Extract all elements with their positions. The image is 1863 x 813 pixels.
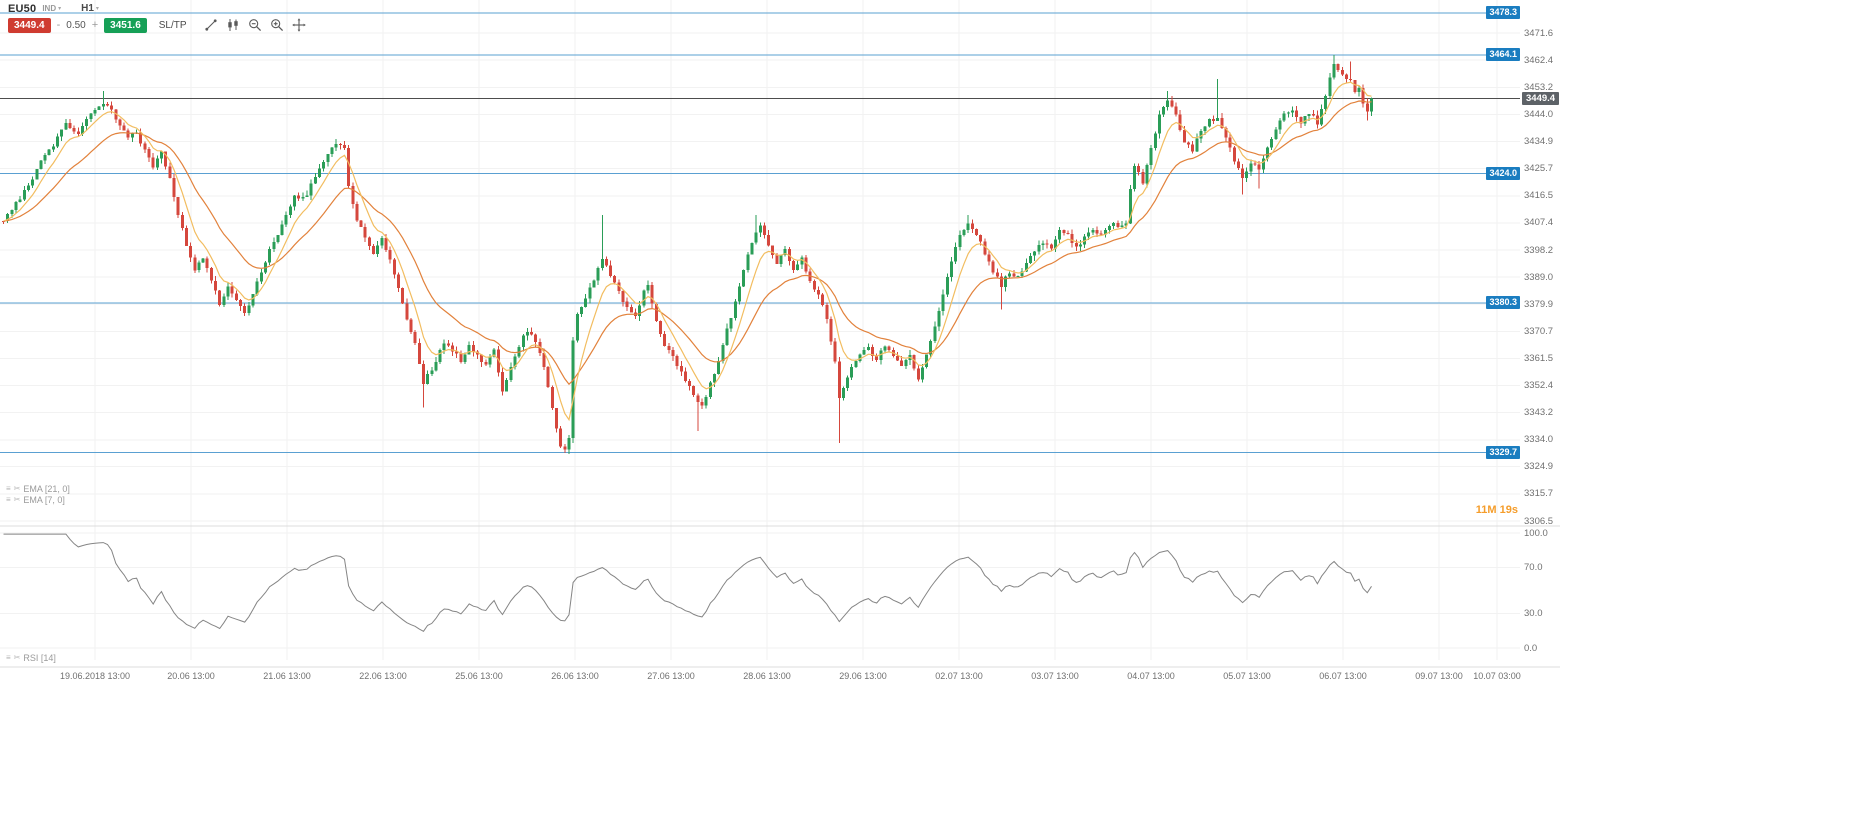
- rsi-legend-label: RSI [14]: [23, 653, 56, 663]
- zoom-out-icon[interactable]: [248, 18, 262, 32]
- indicator-menu-icon[interactable]: ≡: [6, 653, 11, 662]
- indicator-menu-icon[interactable]: ≡: [6, 495, 11, 504]
- trendline-tool-icon[interactable]: [204, 18, 218, 32]
- ema21-legend: ≡ ✂ EMA [21, 0]: [6, 484, 70, 494]
- sell-button[interactable]: 3449.4: [8, 17, 51, 33]
- sltp-button[interactable]: SL/TP: [158, 19, 187, 31]
- market-type-dropdown[interactable]: IND ▾: [42, 4, 61, 13]
- instrument-header: EU50 IND ▾ H1 ▾: [8, 2, 99, 15]
- grid-layer: [0, 0, 1560, 668]
- rsi-legend: ≡ ✂ RSI [14]: [6, 653, 56, 663]
- indicator-menu-icon[interactable]: ≡: [6, 484, 11, 493]
- symbol-name: EU50: [8, 2, 37, 15]
- ema7-line: [3, 81, 1372, 422]
- chevron-down-icon: ▾: [95, 6, 99, 12]
- ema7-legend: ≡ ✂ EMA [7, 0]: [6, 495, 65, 505]
- chevron-down-icon: ▾: [58, 6, 62, 12]
- indicator-remove-icon[interactable]: ✂: [13, 653, 21, 662]
- volume-input[interactable]: 0.50: [66, 19, 86, 31]
- indicator-remove-icon[interactable]: ✂: [13, 495, 21, 504]
- crosshair-move-icon[interactable]: [291, 18, 306, 32]
- ema7-legend-label: EMA [7, 0]: [23, 495, 65, 505]
- levels-layer: [0, 12, 1520, 453]
- volume-decrease-button[interactable]: -: [56, 19, 61, 31]
- zoom-in-icon[interactable]: [270, 18, 284, 32]
- buy-button[interactable]: 3451.6: [104, 17, 147, 33]
- rsi-line: [3, 533, 1372, 632]
- ema21-line: [3, 100, 1372, 386]
- chart-type-candles-icon[interactable]: [226, 18, 240, 32]
- volume-increase-button[interactable]: +: [91, 19, 99, 31]
- chart-toolbar: [204, 18, 306, 32]
- timeframe-dropdown[interactable]: H1 ▾: [81, 3, 99, 14]
- market-type-label: IND: [42, 4, 57, 13]
- trade-bar: 3449.4 - 0.50 + 3451.6 SL/TP: [8, 17, 306, 33]
- ema21-legend-label: EMA [21, 0]: [23, 484, 70, 494]
- indicator-remove-icon[interactable]: ✂: [13, 484, 21, 493]
- timeframe-label: H1: [81, 3, 94, 14]
- candle-countdown-timer: 11M 19s: [1475, 504, 1518, 516]
